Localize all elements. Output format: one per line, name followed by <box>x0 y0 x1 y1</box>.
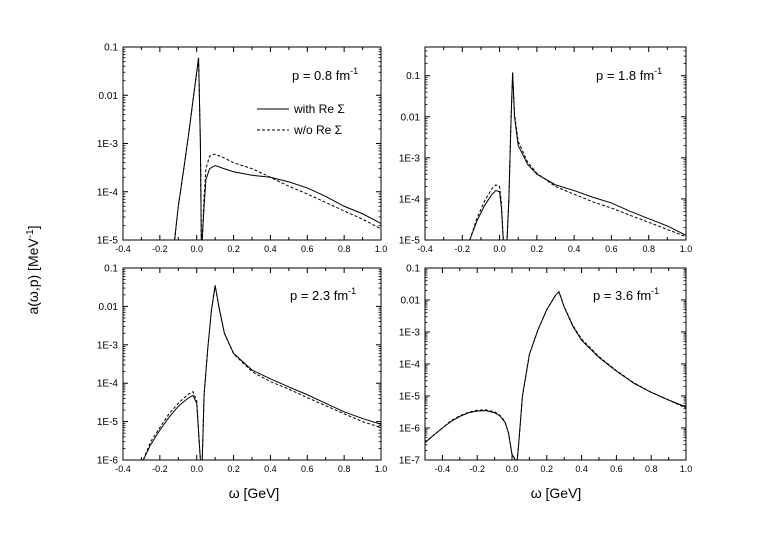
x-tick-label: -0.4 <box>115 464 131 474</box>
y-tick-label: 0.01 <box>99 91 119 102</box>
y-tick-label: 0.01 <box>99 302 119 313</box>
x-tick-label: -0.2 <box>152 464 168 474</box>
momentum-label: p = 2.3 fm-1 <box>290 286 356 303</box>
x-tick-label: 1.0 <box>375 464 388 474</box>
y-tick-label: 1E-5 <box>97 236 119 247</box>
x-axis-label-right: ω [GeV] <box>531 485 582 501</box>
y-axis-label: a(ω,p) [MeV-1] <box>25 225 41 314</box>
y-tick-label: 1E-3 <box>97 139 119 150</box>
x-tick-label: 1.0 <box>375 244 388 254</box>
panel-top-right: -0.4 -0.2 0.0 0.2 0.4 0.6 0.8 1.0 1E-5 1E-4 1E-3 0.… <box>399 46 693 254</box>
x-tick-label: 0.6 <box>301 244 314 254</box>
y-tick-label: 1E-4 <box>399 360 421 371</box>
x-tick-label: 0.8 <box>338 244 351 254</box>
x-tick-label: 0.2 <box>227 464 240 474</box>
momentum-label-text: p = 3.6 fm <box>593 288 651 303</box>
x-tick-label: 0.0 <box>190 244 203 254</box>
series-line-with-re-sigma <box>142 285 381 460</box>
x-tick-label: -0.2 <box>469 464 485 474</box>
x-tick-label: 0.4 <box>568 244 581 254</box>
x-axis-label-left: ω [GeV] <box>229 485 280 501</box>
x-tick-label: 0.2 <box>227 244 240 254</box>
x-tick-label: 0.6 <box>605 244 618 254</box>
y-tick-label: 0.01 <box>401 112 421 123</box>
momentum-label-sup: -1 <box>350 66 358 76</box>
momentum-label: p = 0.8 fm-1 <box>292 66 358 83</box>
y-tick-label: 0.1 <box>104 264 118 275</box>
y-tick-label: 1E-3 <box>97 340 119 351</box>
momentum-label: p = 3.6 fm-1 <box>593 286 659 303</box>
series-line-wo-re-sigma <box>142 285 381 460</box>
x-tick-label: 0.2 <box>531 244 544 254</box>
x-tick-label: 0.8 <box>338 464 351 474</box>
x-tick-label: 0.0 <box>506 464 519 474</box>
x-tick-label: 0.0 <box>190 464 203 474</box>
y-tick-label: 1E-4 <box>97 379 119 390</box>
panel-top-left: -0.4 -0.2 0.0 0.2 0.4 0.6 0.8 1.0 1E-5 1E-4 1E-3 0.… <box>97 43 387 255</box>
legend: with Re Σ w/o Re Σ <box>257 102 345 137</box>
momentum-label-text: p = 2.3 fm <box>290 288 348 303</box>
y-tick-label: 0.1 <box>104 43 118 54</box>
y-tick-label: 1E-4 <box>97 187 119 198</box>
series-line-wo-re-sigma <box>174 57 381 240</box>
y-tick-label: 0.01 <box>401 296 421 307</box>
momentum-label-text: p = 0.8 fm <box>292 68 350 83</box>
y-tick-label: 1E-5 <box>97 417 119 428</box>
panel-bottom-left: -0.4 -0.2 0.0 0.2 0.4 0.6 0.8 1.0 1E-6 1E-5 1E-4 1E… <box>97 264 387 475</box>
x-tick-label: 0.2 <box>541 464 554 474</box>
y-tick-label: 1E-3 <box>399 328 421 339</box>
y-tick-label: 1E-4 <box>399 194 421 205</box>
x-tick-label: 0.6 <box>610 464 623 474</box>
legend-label: with Re Σ <box>293 102 345 116</box>
x-tick-label: 0.8 <box>642 244 655 254</box>
y-tick-label: 1E-7 <box>399 456 421 467</box>
momentum-label-sup: -1 <box>348 286 356 296</box>
legend-label: w/o Re Σ <box>293 123 342 137</box>
x-tick-label: 0.6 <box>301 464 314 474</box>
y-tick-label: 1E-5 <box>399 236 421 247</box>
x-tick-label: 0.4 <box>264 244 277 254</box>
x-tick-label: -0.2 <box>152 244 168 254</box>
y-tick-label: 1E-5 <box>399 392 421 403</box>
x-tick-label: 1.0 <box>680 464 693 474</box>
panels: -0.4 -0.2 0.0 0.2 0.4 0.6 0.8 1.0 1E-5 1E-4 1E-3 0.… <box>97 43 692 475</box>
y-tick-label: 1E-6 <box>399 424 421 435</box>
series-line-wo-re-sigma <box>425 290 686 460</box>
series-line-with-re-sigma <box>174 57 381 240</box>
momentum-label: p = 1.8 fm-1 <box>596 66 662 83</box>
x-tick-label: 0.0 <box>493 244 506 254</box>
series-line-with-re-sigma <box>469 72 686 240</box>
x-tick-label: 1.0 <box>680 244 693 254</box>
momentum-label-sup: -1 <box>651 286 659 296</box>
x-tick-label: 0.4 <box>264 464 277 474</box>
x-tick-label: -0.4 <box>417 244 433 254</box>
series-line-with-re-sigma <box>425 290 686 460</box>
y-tick-label: 0.1 <box>406 71 420 82</box>
x-tick-label: -0.4 <box>115 244 131 254</box>
momentum-label-text: p = 1.8 fm <box>596 68 654 83</box>
y-tick-label: 0.1 <box>406 264 420 275</box>
x-tick-label: -0.4 <box>435 464 451 474</box>
panel-bottom-right: -0.4 -0.2 0.0 0.2 0.4 0.6 0.8 1.0 1E-7 1E-6 1E-5 1E… <box>399 264 692 475</box>
x-tick-label: -0.2 <box>455 244 471 254</box>
x-tick-label: 0.8 <box>645 464 658 474</box>
series-line-wo-re-sigma <box>469 72 686 240</box>
y-tick-label: 1E-6 <box>97 456 119 467</box>
momentum-label-sup: -1 <box>654 66 662 76</box>
y-tick-label: 1E-3 <box>399 153 421 164</box>
x-tick-label: 0.4 <box>575 464 588 474</box>
